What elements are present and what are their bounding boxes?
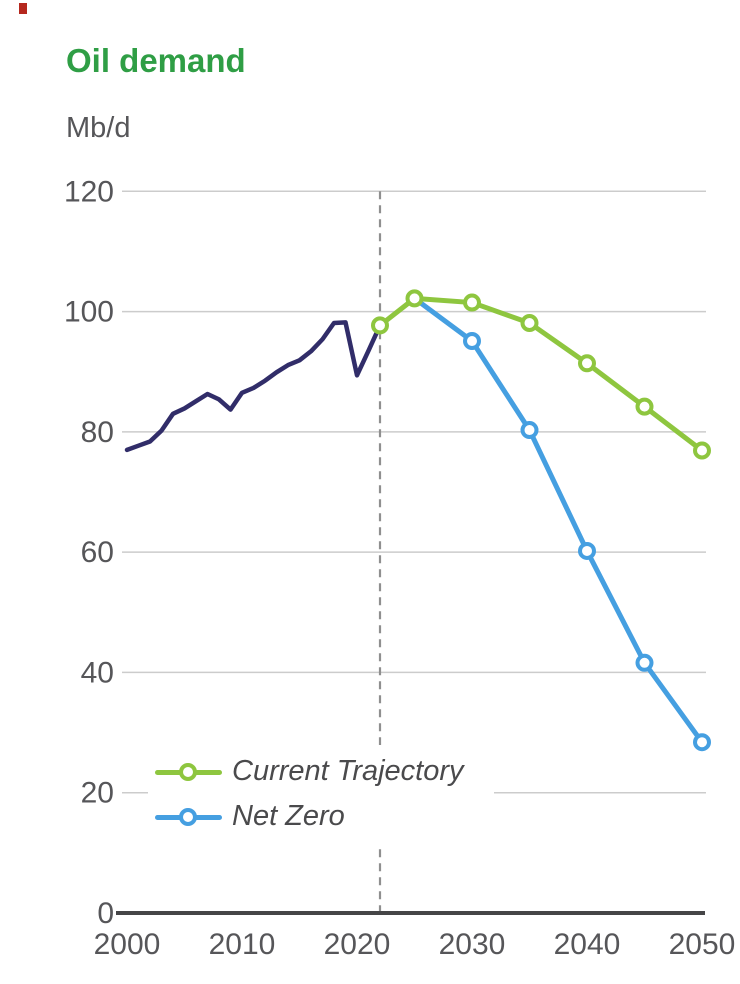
marker-net-zero-2050	[693, 733, 711, 752]
marker-current-trajectory-2050	[693, 441, 711, 460]
legend-label-net-zero: Net Zero	[232, 800, 345, 832]
y-axis-unit-label: Mb/d	[66, 112, 131, 144]
marker-net-zero-2035	[520, 421, 539, 440]
marker-current-trajectory-2030	[463, 293, 481, 312]
net-zero-marker-icon	[179, 807, 197, 826]
series-line-current-trajectory	[377, 295, 705, 454]
net-zero-swatch	[155, 807, 222, 826]
y-tick-label-60: 60	[81, 536, 114, 569]
y-tick-label-80: 80	[81, 416, 114, 449]
current-trajectory-marker-icon	[179, 762, 197, 781]
chart-title: Oil demand	[66, 42, 246, 79]
marker-current-trajectory-2022	[371, 316, 389, 335]
y-tick-label-120: 120	[64, 175, 114, 208]
chart-legend: Current Trajectory Net Zero	[148, 745, 494, 845]
x-tick-label-2050: 2050	[669, 928, 736, 961]
current-trajectory-swatch	[155, 762, 222, 781]
marker-current-trajectory-2035	[520, 314, 539, 333]
x-tick-label-2010: 2010	[209, 928, 276, 961]
marker-net-zero-2040	[578, 541, 596, 560]
x-tick-label-2020: 2020	[324, 928, 391, 961]
y-tick-label-100: 100	[64, 296, 114, 329]
marker-current-trajectory-2025	[405, 289, 424, 308]
corner-red-mark	[19, 3, 27, 14]
legend-label-current-trajectory: Current Trajectory	[232, 755, 464, 787]
series-line-net-zero	[412, 295, 705, 745]
series-line-historical	[124, 320, 383, 453]
legend-item-current-trajectory: Current Trajectory	[155, 749, 464, 794]
x-tick-label-2000: 2000	[94, 928, 161, 961]
marker-current-trajectory-2040	[578, 354, 596, 373]
x-tick-label-2030: 2030	[439, 928, 506, 961]
x-tick-label-2040: 2040	[554, 928, 621, 961]
y-tick-label-20: 20	[81, 777, 114, 810]
y-tick-label-0: 0	[97, 897, 114, 930]
y-tick-label-40: 40	[81, 656, 114, 689]
marker-current-trajectory-2045	[635, 397, 654, 416]
marker-net-zero-2030	[463, 332, 481, 351]
legend-item-net-zero: Net Zero	[155, 794, 464, 839]
marker-net-zero-2045	[635, 653, 654, 672]
